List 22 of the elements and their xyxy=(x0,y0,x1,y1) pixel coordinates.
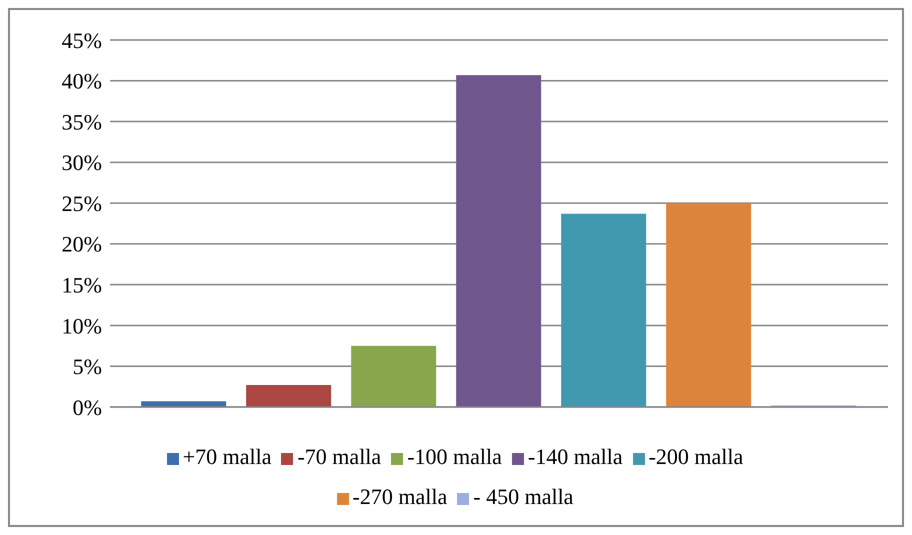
bar xyxy=(456,75,542,407)
y-tick-label: 15% xyxy=(62,272,102,298)
y-tick-label: 40% xyxy=(62,68,102,94)
legend-label: - 450 malla xyxy=(473,484,574,509)
y-tick-label: 10% xyxy=(62,313,102,338)
y-tick-label: 35% xyxy=(62,109,102,134)
legend-label: -200 malla xyxy=(648,444,744,469)
bar xyxy=(246,384,332,407)
y-tick-label: 0% xyxy=(72,394,102,420)
y-tick-label: 5% xyxy=(72,354,102,380)
legend-label: +70 malla xyxy=(182,444,272,469)
y-tick-label: 25% xyxy=(62,190,102,216)
y-tick-label: 30% xyxy=(62,150,102,176)
legend-label: -70 malla xyxy=(297,444,382,469)
bar xyxy=(561,214,646,407)
legend-label: -270 malla xyxy=(352,484,448,509)
y-tick-label: 20% xyxy=(62,232,102,257)
bar xyxy=(351,346,436,407)
y-tick-label: 45% xyxy=(62,28,102,53)
legend-label: -100 malla xyxy=(407,444,502,469)
bar xyxy=(666,203,752,407)
legend-label: -140 malla xyxy=(528,444,623,469)
